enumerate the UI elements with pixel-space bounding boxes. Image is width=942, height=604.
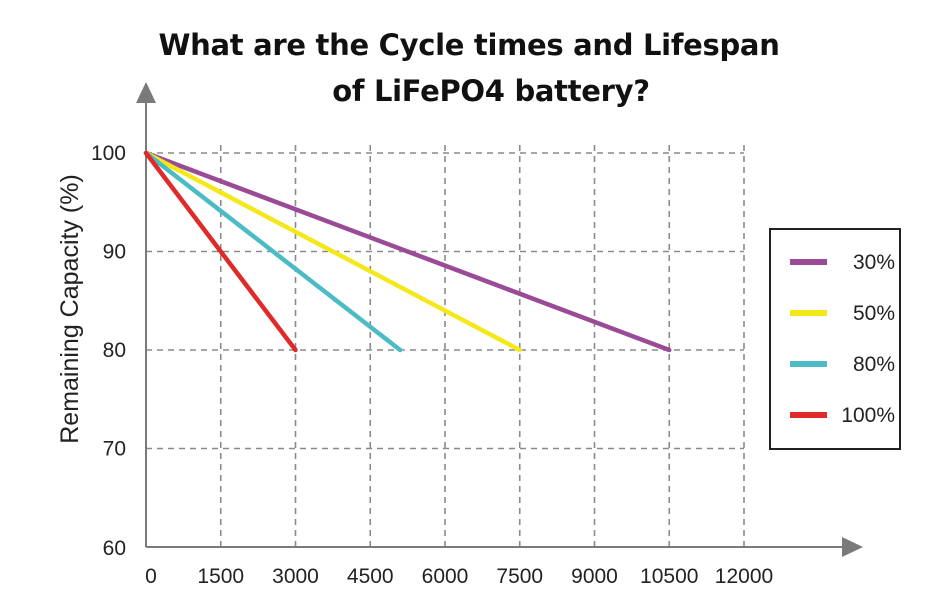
legend: 30% 50% 80% 100% (769, 228, 901, 450)
x-tick-label: 7500 (496, 565, 543, 588)
grid-lines (146, 145, 745, 547)
y-tick-label: 70 (103, 438, 126, 461)
x-tick-label: 1500 (197, 565, 244, 588)
series-line-30-percent (143, 150, 672, 353)
x-tick-label: 10500 (640, 565, 698, 588)
y-axis-arrow (136, 82, 156, 103)
chart-title-line-1: What are the Cycle times and Lifespan (158, 28, 780, 62)
y-axis-label: Remaining Capacity (%) (56, 174, 84, 444)
series-lines (143, 150, 672, 353)
x-tick-label: 9000 (571, 565, 618, 588)
x-tick-label: 6000 (422, 565, 469, 588)
x-tick-label: 12000 (715, 565, 773, 588)
x-tick-label: 4500 (347, 565, 394, 588)
legend-label: 50% (853, 302, 895, 325)
y-tick-labels: 60 70 80 90 100 (91, 142, 126, 560)
legend-label: 80% (853, 353, 895, 376)
axes (136, 82, 863, 557)
x-tick-label: 0 (145, 565, 157, 588)
y-tick-label: 100 (91, 142, 126, 165)
x-tick-label: 3000 (272, 565, 319, 588)
y-tick-label: 60 (103, 537, 126, 560)
x-tick-labels: 0 1500 3000 4500 6000 7500 9000 10500 12000 (145, 565, 773, 588)
y-tick-label: 80 (103, 339, 126, 362)
legend-label: 100% (841, 404, 895, 427)
legend-label: 30% (853, 251, 895, 274)
chart-title: What are the Cycle times and Lifespan of… (0, 22, 942, 114)
x-axis-arrow (842, 537, 863, 557)
chart-title-line-2: of LiFePO4 battery? (332, 74, 650, 108)
series-line-80-percent (143, 150, 403, 353)
series-line-50-percent (143, 150, 522, 353)
y-tick-label: 90 (103, 241, 126, 264)
series-line-100-percent (143, 150, 298, 353)
